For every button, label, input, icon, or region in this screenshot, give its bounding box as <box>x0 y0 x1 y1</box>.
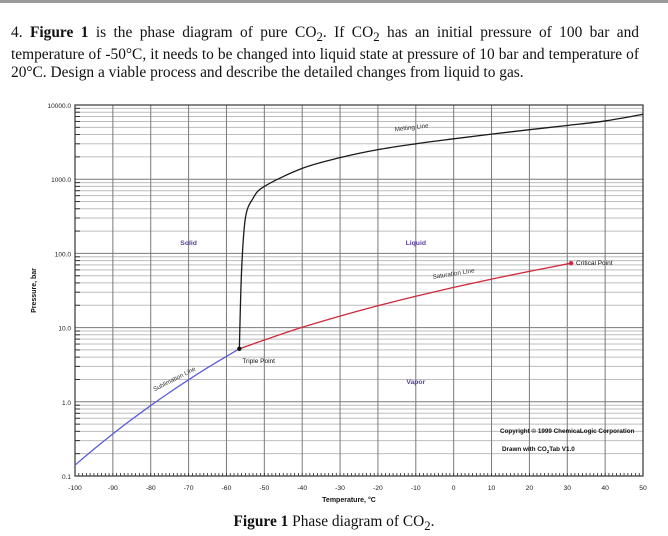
figure-reference: Figure 1 <box>29 24 89 41</box>
x-tick-label: -70 <box>184 485 194 492</box>
question-part-1: is the phase diagram of pure CO <box>88 24 317 41</box>
subscript: 2 <box>316 30 323 45</box>
phase-curves <box>74 113 644 466</box>
x-tick-label: -30 <box>335 485 345 492</box>
y-tick-label: 1000.0 <box>51 177 71 184</box>
x-tick-label: -10 <box>411 485 421 492</box>
question-part-2: . If CO <box>322 24 374 41</box>
x-tick-label: 40 <box>601 485 609 492</box>
critical-point-marker <box>568 260 574 266</box>
question-text: 4. Figure 1 is the phase diagram of pure… <box>11 24 639 83</box>
chart-labels: Triple Point Critical Point Solid Liquid Vap… <box>152 122 634 454</box>
triple-point-marker <box>237 346 242 351</box>
x-tick-label: -20 <box>373 485 383 492</box>
region-label-liquid: Liquid <box>406 240 426 247</box>
region-label-vapor: Vapor <box>406 379 425 386</box>
subscript: 2 <box>424 519 431 534</box>
melting-line <box>238 113 644 349</box>
question-part-3: has an initial pressure of 100 bar and t… <box>11 24 639 82</box>
caption-text: Phase diagram of CO <box>288 513 425 530</box>
major-gridlines <box>74 104 644 477</box>
x-axis-label: Temperature, °C <box>322 496 376 504</box>
x-tick-label: -80 <box>146 485 156 492</box>
caption-label: Figure 1 <box>233 513 289 530</box>
x-tick-label: -60 <box>222 485 232 492</box>
region-label-solid: Solid <box>180 240 197 247</box>
triple-point-label: Triple Point <box>242 358 275 365</box>
x-tick-label: 10 <box>488 485 496 492</box>
x-tick-label: 50 <box>639 485 647 492</box>
x-tick-label: -50 <box>259 485 269 492</box>
y-tick-label: 100.0 <box>55 251 72 258</box>
y-tick-label: 10.0 <box>58 326 71 333</box>
x-tick-label: 20 <box>526 485 534 492</box>
x-tick-label: 30 <box>563 485 571 492</box>
x-tick-label: -100 <box>68 485 82 492</box>
y-tick-label: 10000.0 <box>48 103 72 110</box>
top-border <box>0 0 668 3</box>
melting-line-label: Melting Line <box>394 122 429 133</box>
x-tick-label: -90 <box>108 485 118 492</box>
figure-caption: Figure 1 Phase diagram of CO2. <box>0 513 668 534</box>
sublimation-line <box>74 348 240 466</box>
y-axis-label: Pressure, bar <box>31 268 38 313</box>
drawn-with-note: Drawn with CO2Tab V1.0 <box>502 446 575 454</box>
x-tick-label: 0 <box>452 485 456 492</box>
caption-end: . <box>430 513 435 530</box>
critical-point-label: Critical Point <box>576 260 613 267</box>
y-tick-label: 0.1 <box>62 474 71 481</box>
subscript: 2 <box>373 30 380 45</box>
question-number: 4. <box>11 24 23 41</box>
copyright-note: Copyright © 1999 ChemicaLogic Corporatio… <box>500 427 635 435</box>
x-tick-label: -40 <box>297 485 307 492</box>
y-tick-label: 1.0 <box>62 400 71 407</box>
plot-frame <box>74 104 644 477</box>
saturation-line <box>239 262 572 350</box>
minor-gridlines <box>75 107 643 455</box>
